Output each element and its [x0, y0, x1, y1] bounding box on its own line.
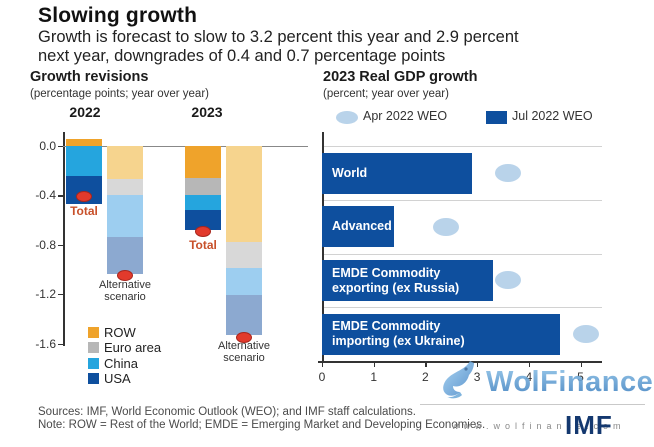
legend-swatch-euro-area-icon — [88, 342, 99, 354]
y-axis-tick — [58, 343, 63, 345]
legend-label-apr: Apr 2022 WEO — [363, 109, 448, 123]
legend-label: Euro area — [104, 340, 162, 356]
x-tick-label: 1 — [370, 370, 378, 384]
apr-weo-marker — [572, 325, 599, 344]
gdp-bar-label: EMDE Commodity exporting (ex Russia) — [332, 265, 460, 295]
bar-segment-usa — [226, 295, 262, 335]
bar-segment-row — [66, 138, 102, 146]
gdp-bar: Advanced — [322, 206, 395, 248]
legend-label-jul: Jul 2022 WEO — [512, 109, 593, 123]
gdp-bar-label: World — [332, 165, 368, 180]
apr-weo-marker — [495, 163, 522, 182]
bar-segment-euro-area — [107, 179, 143, 196]
alternative-scenario-label: Alternative scenario — [218, 339, 270, 364]
y-tick-label: -1.2 — [35, 287, 56, 302]
bar-segment-euro-area — [226, 242, 262, 269]
bar-segment-china — [107, 195, 143, 238]
row-gridline — [322, 307, 602, 309]
x-tick-label: 3 — [473, 370, 481, 384]
legend-swatch-usa-icon — [88, 372, 99, 384]
apr-weo-marker — [433, 217, 460, 236]
total-label: Total — [189, 238, 217, 253]
y-axis-tick — [58, 244, 63, 246]
bar-segment-china — [185, 195, 221, 211]
watermark-bird-icon — [436, 360, 484, 400]
y-tick-label: -0.4 — [35, 188, 56, 203]
bar-segment-china — [66, 146, 102, 176]
bar-segment-row — [107, 146, 143, 180]
bar-segment-usa — [107, 237, 143, 275]
row-gridline — [322, 199, 602, 201]
page-title: Slowing growth — [38, 4, 198, 27]
gdp-bar: EMDE Commodity importing (ex Ukraine) — [322, 313, 560, 355]
apr-weo-legend-ellipse-icon — [336, 111, 358, 124]
gdp-bar-label: Advanced — [332, 219, 392, 234]
row-gridline — [322, 146, 602, 147]
gdp-bar-label: EMDE Commodity importing (ex Ukraine) — [332, 319, 465, 349]
bar-segment-euro-area — [185, 178, 221, 196]
y-tick-label: 0.0 — [39, 139, 56, 153]
y-axis-tick — [58, 146, 63, 148]
x-tick-label: 0 — [318, 370, 326, 384]
total-marker — [236, 331, 252, 343]
legend-label: China — [104, 355, 138, 371]
imf-logo: IMF — [565, 410, 613, 440]
jul-weo-legend-square-icon — [486, 111, 507, 124]
bar-segment-row — [226, 146, 262, 243]
bar-segment-china — [226, 268, 262, 296]
total-label: Total — [70, 203, 98, 218]
definitions-note: Note: ROW = Rest of the World; EMDE = Em… — [38, 419, 486, 431]
left-chart-subtitle: (percentage points; year over year) — [30, 88, 209, 100]
left-chart-title: Growth revisions — [30, 69, 149, 85]
bar-segment-usa — [185, 210, 221, 230]
legend-label: ROW — [104, 325, 136, 340]
x-axis-tick — [425, 362, 427, 367]
legend-label: USA — [104, 370, 131, 386]
y-axis-line — [63, 132, 65, 346]
sources-note: Sources: IMF, World Economic Outlook (WE… — [38, 406, 416, 418]
subtitle-line-2: next year, downgrades of 0.4 and 0.7 per… — [38, 47, 446, 65]
alternative-scenario-label: Alternative scenario — [99, 279, 151, 304]
total-marker — [195, 225, 211, 237]
y-tick-label: -0.8 — [35, 237, 56, 252]
y-axis-tick — [58, 294, 63, 296]
x-axis-line — [318, 361, 602, 363]
x-tick-label: 5 — [571, 370, 591, 384]
x-axis-tick — [373, 362, 375, 367]
right-chart-title: 2023 Real GDP growth — [323, 69, 478, 85]
bar-segment-row — [185, 146, 221, 179]
x-axis-tick — [477, 362, 479, 367]
total-marker — [117, 270, 133, 282]
apr-weo-marker — [495, 271, 522, 290]
x-tick-label: 4 — [519, 370, 539, 384]
group-label-2023: 2023 — [191, 104, 223, 120]
watermark-brand-text: WolFinance — [486, 366, 654, 398]
y-tick-label: -1.6 — [35, 336, 56, 351]
gdp-bar: EMDE Commodity exporting (ex Russia) — [322, 260, 493, 301]
total-marker — [76, 191, 92, 203]
watermark-url-text: www.wolfinance.com — [452, 421, 626, 431]
gdp-bar: World — [322, 152, 472, 194]
subtitle-line-1: Growth is forecast to slow to 3.2 percen… — [38, 28, 519, 46]
x-tick-label: 2 — [422, 370, 429, 384]
legend-swatch-row-icon — [88, 327, 99, 338]
watermark-divider — [420, 404, 645, 405]
legend-swatch-china-icon — [88, 357, 99, 369]
y-axis-tick — [58, 195, 63, 197]
row-gridline — [322, 253, 602, 255]
x-axis-tick — [322, 362, 324, 367]
x-axis-tick — [580, 362, 582, 367]
group-label-2022: 2022 — [69, 104, 101, 120]
x-axis-tick — [528, 362, 530, 367]
right-chart-subtitle: (percent; year over year) — [323, 88, 449, 100]
